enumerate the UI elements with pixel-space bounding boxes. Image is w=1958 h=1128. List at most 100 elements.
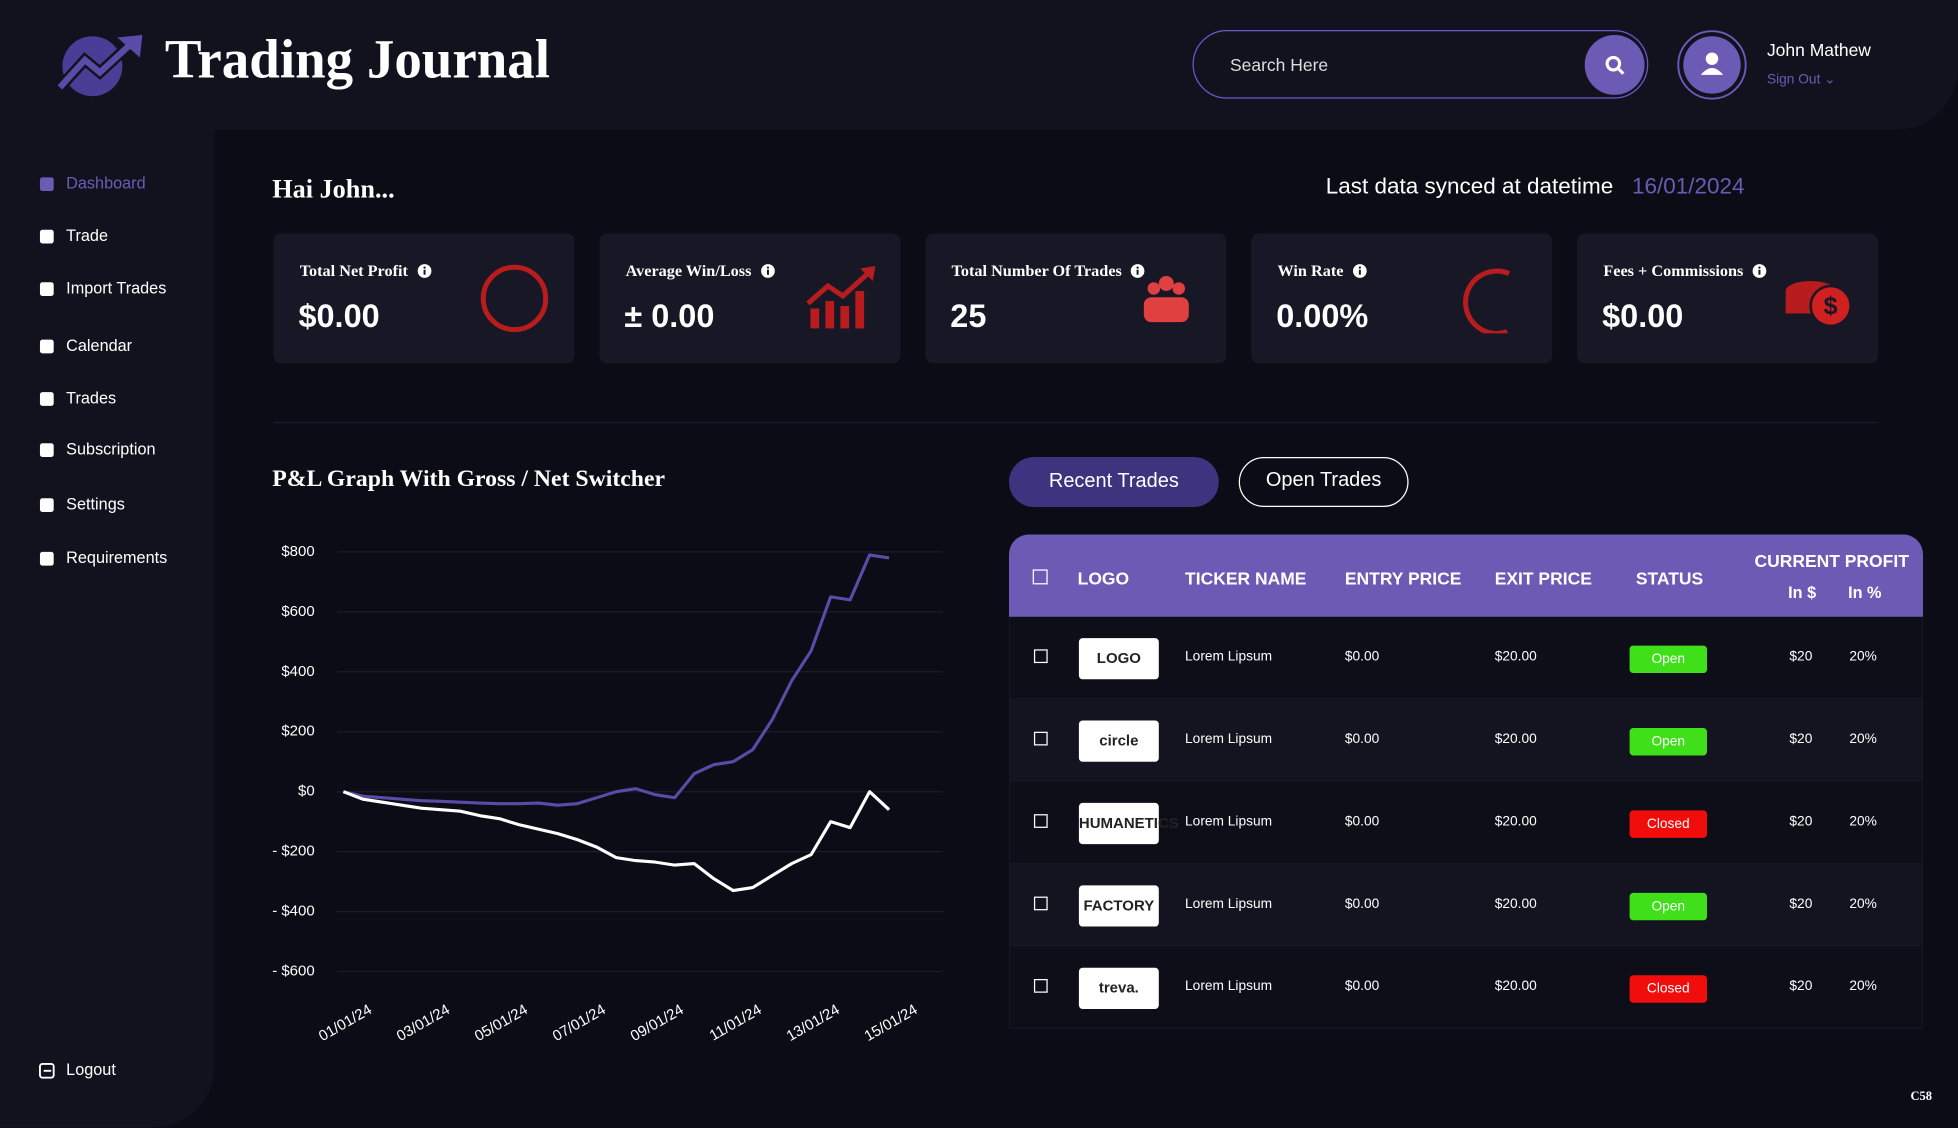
exit-price: $20.00 bbox=[1494, 896, 1537, 912]
nav-item[interactable]: Settings bbox=[66, 494, 125, 514]
nav-icon bbox=[39, 443, 54, 458]
column-header: In % bbox=[1848, 583, 1882, 602]
nav-icon bbox=[39, 392, 54, 406]
y-tick-label: - $400 bbox=[272, 903, 314, 920]
tab[interactable] bbox=[1008, 457, 1219, 507]
exit-price: $20.00 bbox=[1494, 978, 1537, 994]
y-tick-label: - $200 bbox=[272, 843, 314, 860]
y-tick-label: $800 bbox=[281, 543, 314, 560]
ticker: Lorem Lipsum bbox=[1185, 649, 1273, 665]
avatar[interactable] bbox=[1676, 29, 1748, 101]
header-checkbox[interactable] bbox=[1032, 569, 1048, 585]
status-badge bbox=[1629, 645, 1708, 674]
exit-price: $20.00 bbox=[1494, 814, 1537, 830]
column-header: ENTRY PRICE bbox=[1344, 568, 1462, 589]
nav-item[interactable]: Logout bbox=[66, 1060, 116, 1079]
nav-item[interactable]: Trade bbox=[66, 226, 108, 245]
ticker: Lorem Lipsum bbox=[1185, 814, 1273, 830]
logo-box bbox=[1078, 720, 1159, 762]
nav-item[interactable]: Import Trades bbox=[66, 278, 167, 298]
row-checkbox[interactable] bbox=[1033, 649, 1048, 664]
ticker: Lorem Lipsum bbox=[1185, 978, 1273, 994]
nav-item[interactable]: Subscription bbox=[66, 439, 156, 459]
row-checkbox[interactable] bbox=[1033, 978, 1048, 993]
stat-value: 25 bbox=[950, 297, 987, 335]
nav-item[interactable]: Calendar bbox=[66, 335, 133, 355]
y-tick-label: $400 bbox=[281, 663, 314, 680]
x-tick-label: 05/01/24 bbox=[472, 1001, 531, 1045]
stat-card bbox=[599, 233, 901, 364]
user-name: John Mathew bbox=[1766, 39, 1871, 60]
row-checkbox[interactable] bbox=[1033, 814, 1048, 828]
info-icon bbox=[760, 264, 775, 278]
profit-pct: 20% bbox=[1849, 896, 1877, 912]
sign-out-label[interactable]: Sign Out bbox=[1766, 72, 1821, 88]
status-label: Closed bbox=[1646, 816, 1690, 832]
x-tick-label: 07/01/24 bbox=[550, 1001, 609, 1045]
stat-icon bbox=[1143, 275, 1189, 323]
stat-icon bbox=[1463, 268, 1511, 334]
footer-code: C58 bbox=[1910, 1090, 1933, 1104]
sign-out[interactable]: Sign Out ⌄ bbox=[1766, 72, 1836, 88]
nav-item[interactable]: Requirements bbox=[66, 548, 168, 567]
logo-box bbox=[1078, 885, 1159, 927]
stat-icon bbox=[480, 264, 549, 333]
profit-pct: 20% bbox=[1849, 649, 1877, 665]
stat-title: Total Number Of Trades bbox=[951, 260, 1122, 280]
status-badge bbox=[1629, 975, 1708, 1003]
nav-item[interactable]: Dashboard bbox=[66, 173, 146, 193]
stat-title: Fees + Commissions bbox=[1603, 260, 1744, 280]
nav-icon bbox=[39, 177, 54, 192]
x-tick-label: 11/01/24 bbox=[707, 1001, 765, 1044]
search-placeholder: Search Here bbox=[1229, 54, 1329, 75]
sync-label: Last data synced at datetime bbox=[1325, 173, 1614, 199]
table-row bbox=[1008, 781, 1924, 865]
logo-text: HUMANETICS bbox=[1078, 814, 1179, 832]
profit-usd: $20 bbox=[1789, 731, 1813, 747]
column-header: STATUS bbox=[1635, 568, 1704, 589]
info-icon bbox=[1131, 264, 1145, 278]
search-box[interactable] bbox=[1192, 29, 1649, 99]
x-tick-label: 09/01/24 bbox=[628, 1001, 687, 1045]
stat-card bbox=[273, 233, 575, 364]
column-header: CURRENT PROFIT bbox=[1754, 550, 1909, 571]
x-tick-label: 15/01/24 bbox=[862, 1001, 921, 1045]
nav-icon bbox=[39, 282, 54, 296]
profit-pct: 20% bbox=[1849, 814, 1877, 830]
profit-usd: $20 bbox=[1789, 896, 1813, 912]
column-header: TICKER NAME bbox=[1185, 568, 1307, 589]
row-checkbox[interactable] bbox=[1033, 731, 1048, 746]
info-icon bbox=[1752, 264, 1767, 278]
nav-item[interactable]: Trades bbox=[66, 388, 117, 408]
pnl-line bbox=[343, 553, 890, 807]
nav-icon bbox=[39, 229, 54, 244]
profit-usd: $20 bbox=[1789, 814, 1813, 830]
app-title: Trading Journal bbox=[164, 28, 551, 90]
greeting: Hai John... bbox=[272, 173, 395, 204]
y-tick-label: $0 bbox=[298, 783, 315, 800]
stat-title: Average Win/Loss bbox=[625, 260, 752, 280]
x-tick-label: 01/01/24 bbox=[316, 1001, 375, 1045]
status-badge bbox=[1629, 728, 1708, 756]
tab-label[interactable]: Open Trades bbox=[1265, 469, 1382, 491]
exit-price: $20.00 bbox=[1494, 649, 1537, 665]
search-button[interactable] bbox=[1584, 34, 1645, 95]
entry-price: $0.00 bbox=[1344, 978, 1380, 994]
y-tick-label: $600 bbox=[281, 603, 314, 620]
table-row bbox=[1008, 616, 1924, 700]
row-checkbox[interactable] bbox=[1033, 896, 1048, 911]
entry-price: $0.00 bbox=[1344, 649, 1380, 665]
profit-pct: 20% bbox=[1849, 731, 1877, 747]
profit-usd: $20 bbox=[1789, 649, 1813, 665]
x-tick-label: 03/01/24 bbox=[394, 1001, 453, 1045]
table-row bbox=[1008, 946, 1924, 1029]
sync-info: Last data synced at datetime 16/01/2024 bbox=[1326, 174, 1745, 200]
stat-value: $0.00 bbox=[1602, 297, 1684, 335]
logo-box bbox=[1078, 967, 1159, 1009]
tab[interactable] bbox=[1238, 457, 1409, 507]
tab-label[interactable]: Recent Trades bbox=[1048, 470, 1179, 492]
exit-price: $20.00 bbox=[1494, 731, 1537, 747]
stat-title: Total Net Profit bbox=[299, 260, 408, 280]
entry-price: $0.00 bbox=[1344, 814, 1380, 830]
